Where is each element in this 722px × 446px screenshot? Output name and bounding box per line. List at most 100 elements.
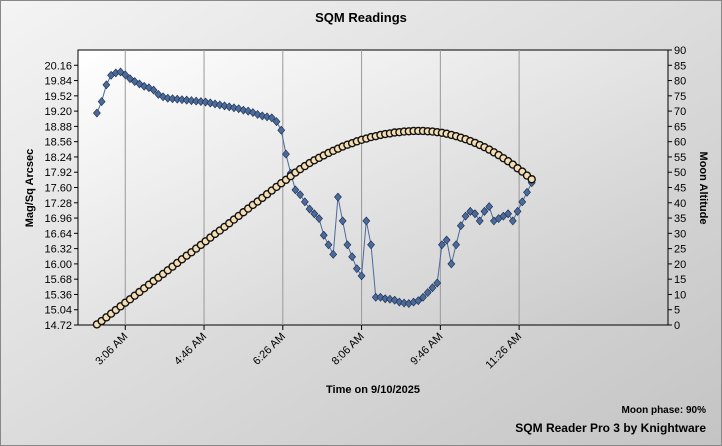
y-tick-label: 16.64 — [44, 228, 72, 240]
credit: SQM Reader Pro 3 by Knightware — [515, 421, 706, 435]
reading-marker — [282, 149, 290, 159]
y2-tick-label: 70 — [674, 106, 686, 118]
y2-tick-label: 30 — [674, 228, 686, 240]
y2-tick-label: 65 — [674, 121, 686, 133]
reading-marker — [324, 240, 333, 250]
reading-marker — [338, 216, 347, 226]
reading-marker — [447, 259, 456, 269]
reading-marker — [121, 70, 130, 80]
reading-marker — [357, 271, 366, 281]
y2-tick-label: 20 — [674, 259, 686, 271]
y2-tick-label: 0 — [674, 320, 680, 332]
reading-marker — [471, 209, 479, 219]
y-tick-label: 18.56 — [44, 137, 72, 149]
y2-tick-label: 75 — [674, 91, 686, 103]
y2-tick-label: 10 — [674, 289, 686, 301]
reading-marker — [272, 117, 281, 127]
reading-marker — [414, 296, 423, 306]
y-tick-label: 16.00 — [44, 259, 72, 271]
reading-marker — [334, 192, 342, 202]
y-tick-label: 15.68 — [44, 274, 72, 286]
moon-phase: Moon phase: 90% — [622, 405, 707, 416]
reading-marker — [438, 240, 446, 250]
reading-marker — [504, 209, 512, 219]
reading-marker — [352, 264, 361, 274]
y-tick-label: 18.24 — [44, 152, 72, 164]
reading-marker — [508, 216, 517, 226]
reading-marker — [442, 235, 451, 245]
reading-marker — [381, 294, 390, 304]
y2-tick-label: 80 — [674, 76, 686, 88]
reading-marker — [192, 96, 201, 106]
reading-marker — [315, 214, 323, 223]
y-tick-label: 17.60 — [44, 183, 72, 195]
reading-marker — [456, 221, 465, 231]
y-tick-label: 14.72 — [44, 320, 72, 332]
y-tick-label: 20.16 — [44, 60, 72, 72]
reading-marker — [433, 278, 442, 288]
reading-marker — [518, 197, 527, 207]
reading-marker — [93, 108, 101, 118]
reading-marker — [343, 240, 352, 250]
reading-marker — [196, 97, 205, 107]
y2-tick-label: 55 — [674, 152, 686, 164]
reading-marker — [461, 211, 470, 221]
reading-marker — [102, 80, 111, 90]
reading-marker — [277, 125, 286, 135]
reading-marker — [513, 206, 522, 216]
y-tick-label: 16.32 — [44, 244, 72, 256]
y2-tick-label: 60 — [674, 137, 686, 149]
y-tick-label: 18.88 — [44, 121, 72, 133]
y2-tick-label: 15 — [674, 274, 686, 286]
reading-marker — [452, 240, 461, 250]
reading-marker — [367, 240, 375, 250]
reading-marker — [296, 190, 305, 200]
y-tick-label: 17.28 — [44, 198, 72, 210]
reading-marker — [485, 202, 494, 212]
reading-marker — [362, 216, 371, 226]
reading-marker — [423, 288, 432, 297]
y2-tick-label: 5 — [674, 305, 680, 317]
reading-marker — [348, 252, 357, 262]
reading-marker — [97, 97, 106, 107]
y-tick-label: 15.36 — [44, 289, 72, 301]
reading-marker — [300, 197, 309, 207]
reading-marker — [428, 283, 437, 293]
reading-marker — [187, 96, 196, 106]
x-axis-label: Time on 9/10/2025 — [326, 384, 420, 396]
reading-marker — [475, 216, 484, 226]
reading-marker — [168, 94, 177, 104]
reading-marker — [319, 230, 328, 240]
reading-marker — [178, 95, 186, 105]
reading-marker — [182, 95, 191, 105]
y-axis-label: Mag/Sq Arcsec — [24, 149, 36, 227]
y2-axis-label: Moon Altitude — [697, 152, 709, 225]
reading-marker — [480, 206, 489, 216]
reading-marker — [310, 209, 319, 219]
y-tick-label: 19.20 — [44, 106, 72, 118]
y-tick-label: 19.84 — [44, 76, 72, 88]
chart-title: SQM Readings — [315, 10, 407, 25]
y-tick-label: 17.92 — [44, 167, 72, 179]
reading-marker — [173, 94, 182, 104]
reading-marker — [400, 298, 409, 308]
reading-marker — [291, 185, 300, 195]
plot-area — [77, 49, 669, 326]
reading-marker — [163, 93, 172, 103]
y2-tick-label: 90 — [674, 45, 686, 57]
moon-marker — [527, 175, 536, 184]
reading-marker — [267, 113, 276, 123]
reading-marker — [419, 292, 427, 302]
y2-tick-label: 45 — [674, 183, 686, 195]
reading-marker — [523, 187, 531, 197]
y-tick-label: 19.52 — [44, 91, 72, 103]
y2-tick-label: 50 — [674, 167, 686, 179]
reading-marker — [329, 249, 338, 259]
y-tick-label: 16.96 — [44, 213, 72, 225]
y-tick-label: 15.04 — [44, 305, 72, 317]
y2-tick-label: 35 — [674, 213, 686, 225]
reading-marker — [149, 85, 158, 95]
y2-tick-label: 25 — [674, 244, 686, 256]
y2-tick-label: 85 — [674, 60, 686, 72]
